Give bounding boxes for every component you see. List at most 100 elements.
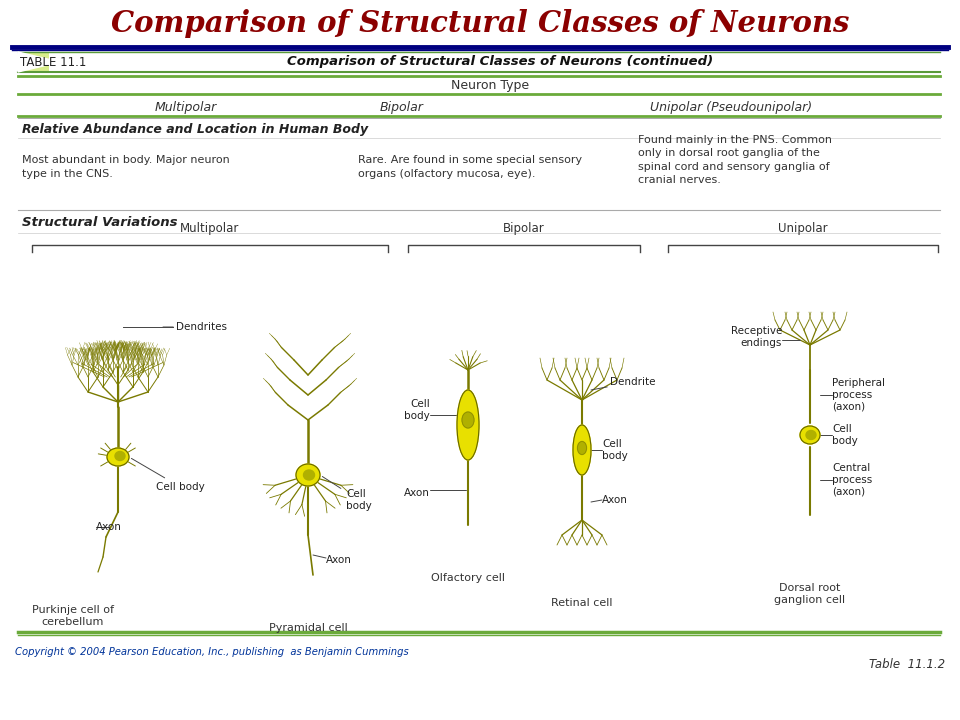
Text: Cell
body: Cell body <box>323 477 372 510</box>
Text: Cell
body: Cell body <box>832 424 857 446</box>
Text: Cell
body: Cell body <box>602 439 628 461</box>
Bar <box>32 52 47 72</box>
Bar <box>24 52 40 72</box>
Bar <box>18 52 35 72</box>
Text: Receptive
endings: Receptive endings <box>731 326 782 348</box>
Bar <box>19 52 36 72</box>
Bar <box>26 52 41 72</box>
Bar <box>21 52 37 72</box>
Text: Unipolar: Unipolar <box>779 222 828 235</box>
Text: Axon: Axon <box>96 522 122 532</box>
Bar <box>25 52 41 72</box>
Text: Dendrites: Dendrites <box>163 322 227 332</box>
Bar <box>32 52 47 72</box>
Text: Most abundant in body. Major neuron
type in the CNS.: Most abundant in body. Major neuron type… <box>22 156 229 179</box>
Text: Cell body: Cell body <box>132 459 204 492</box>
Text: Dendrite: Dendrite <box>591 377 656 390</box>
Polygon shape <box>18 52 60 72</box>
Bar <box>20 52 36 72</box>
Text: Multipolar: Multipolar <box>180 222 240 235</box>
Text: Retinal cell: Retinal cell <box>551 598 612 608</box>
Bar <box>31 52 46 72</box>
Bar <box>23 52 39 72</box>
Text: Axon: Axon <box>404 488 430 498</box>
Text: Cell
body: Cell body <box>404 399 430 420</box>
Text: Comparison of Structural Classes of Neurons: Comparison of Structural Classes of Neur… <box>110 9 850 38</box>
Text: Relative Abundance and Location in Human Body: Relative Abundance and Location in Human… <box>22 122 368 135</box>
Bar <box>26 52 41 72</box>
Bar <box>29 52 45 72</box>
Bar <box>30 52 45 72</box>
Bar <box>26 52 42 72</box>
Bar <box>29 52 45 72</box>
Text: Multipolar: Multipolar <box>155 101 217 114</box>
Bar <box>20 52 36 72</box>
Ellipse shape <box>806 431 816 439</box>
Bar <box>32 52 48 72</box>
Bar <box>31 52 46 72</box>
Ellipse shape <box>296 464 320 486</box>
Text: Dorsal root
ganglion cell: Dorsal root ganglion cell <box>775 583 846 605</box>
Ellipse shape <box>303 470 315 480</box>
Text: Table  11.1.2: Table 11.1.2 <box>869 659 945 672</box>
Bar <box>29 52 45 72</box>
Bar <box>25 52 40 72</box>
Ellipse shape <box>115 451 125 461</box>
Bar <box>20 52 36 72</box>
Bar <box>29 52 44 72</box>
Bar <box>33 52 49 72</box>
Bar <box>28 52 44 72</box>
Text: Comparison of Structural Classes of Neurons (continued): Comparison of Structural Classes of Neur… <box>287 55 713 68</box>
Bar <box>24 52 39 72</box>
Bar <box>27 52 42 72</box>
Bar <box>19 52 35 72</box>
Ellipse shape <box>457 390 479 460</box>
Bar <box>23 52 38 72</box>
Text: Found mainly in the PNS. Common
only in dorsal root ganglia of the
spinal cord a: Found mainly in the PNS. Common only in … <box>638 135 832 185</box>
Bar <box>31 52 47 72</box>
Text: Bipolar: Bipolar <box>380 101 424 114</box>
Bar <box>22 52 38 72</box>
Bar <box>21 52 37 72</box>
Bar <box>21 52 37 72</box>
Bar <box>33 52 48 72</box>
Bar <box>22 52 38 72</box>
Text: Neuron Type: Neuron Type <box>451 78 529 91</box>
Bar <box>21 52 36 72</box>
Ellipse shape <box>462 412 474 428</box>
Bar <box>26 52 42 72</box>
Text: Pyramidal cell: Pyramidal cell <box>269 623 348 633</box>
Bar <box>32 52 48 72</box>
Bar <box>28 52 44 72</box>
Bar <box>22 52 38 72</box>
Bar <box>31 52 47 72</box>
Text: Central
process
(axon): Central process (axon) <box>832 464 873 497</box>
Bar <box>25 52 40 72</box>
Text: Axon: Axon <box>602 495 628 505</box>
Text: Copyright © 2004 Pearson Education, Inc., publishing  as Benjamin Cummings: Copyright © 2004 Pearson Education, Inc.… <box>15 647 409 657</box>
Bar <box>23 52 39 72</box>
Text: Unipolar (Pseudounipolar): Unipolar (Pseudounipolar) <box>650 101 812 114</box>
Text: Rare. Are found in some special sensory
organs (olfactory mucosa, eye).: Rare. Are found in some special sensory … <box>358 156 582 179</box>
Bar <box>19 52 35 72</box>
Bar <box>27 52 43 72</box>
Text: Structural Variations: Structural Variations <box>22 215 178 228</box>
Bar <box>27 52 43 72</box>
Bar <box>22 52 37 72</box>
Bar <box>18 52 34 72</box>
Text: Purkinje cell of
cerebellum: Purkinje cell of cerebellum <box>32 605 114 626</box>
Bar <box>30 52 46 72</box>
Bar <box>28 52 44 72</box>
Text: Olfactory cell: Olfactory cell <box>431 573 505 583</box>
Bar <box>24 52 40 72</box>
Bar <box>23 52 39 72</box>
Ellipse shape <box>578 441 587 454</box>
Text: Bipolar: Bipolar <box>503 222 545 235</box>
Bar <box>27 52 43 72</box>
Bar <box>33 52 49 72</box>
Bar <box>30 52 46 72</box>
Text: Peripheral
process
(axon): Peripheral process (axon) <box>832 379 885 412</box>
Bar <box>25 52 41 72</box>
Bar <box>19 52 36 72</box>
Text: Axon: Axon <box>326 555 352 565</box>
